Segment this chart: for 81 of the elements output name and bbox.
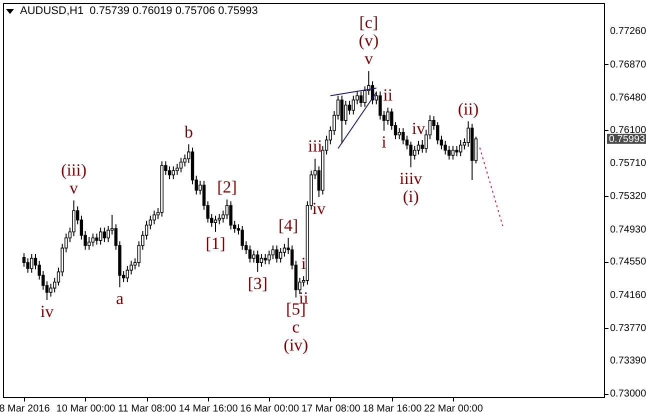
x-tick-label: 11 Mar 08:00 [118, 404, 177, 414]
x-tick-label: 18 Mar 16:00 [362, 404, 422, 414]
y-tick-label: 0.77260 [610, 26, 646, 38]
candlestick [275, 245, 278, 264]
candlestick [448, 145, 451, 160]
candlestick [256, 250, 260, 272]
x-tick-label: 8 Mar 2016 [0, 404, 50, 414]
candlestick [240, 225, 244, 250]
candlestick [264, 254, 267, 265]
candlestick [95, 233, 98, 246]
candlestick [91, 233, 95, 247]
annotation: i [382, 132, 387, 152]
x-tick-label: 22 Mar 00:00 [424, 404, 484, 414]
candlestick [88, 236, 91, 250]
candlestick [214, 215, 218, 232]
candlestick [359, 91, 363, 108]
x-tick-label: 14 Mar 16:00 [178, 404, 238, 414]
y-tick-label: 0.74550 [610, 256, 646, 268]
candlestick [126, 265, 130, 283]
candlestick [451, 145, 455, 160]
candlestick [248, 245, 252, 264]
text: 0.75993 [608, 134, 646, 145]
annotation: c [292, 317, 300, 336]
y-tick-label: 0.75710 [610, 158, 646, 169]
y-tick-label: 0.73770 [610, 323, 646, 334]
candlestick [102, 227, 106, 243]
y-tick-label: 0.76100 [610, 124, 646, 136]
candlestick [229, 200, 232, 230]
annotation: iii [308, 136, 322, 156]
annotation: iv [312, 199, 326, 218]
x-tick-label: 17 Mar 08:00 [301, 404, 361, 414]
annotation: i [301, 254, 306, 274]
annotation: [1] [206, 234, 226, 253]
y-tick-label: 0.75320 [610, 191, 646, 202]
annotation: (ii) [458, 99, 479, 118]
candlestick [282, 243, 286, 258]
annotation: ii [383, 86, 393, 105]
annotation: (v) [358, 31, 379, 50]
annotation: [3] [248, 274, 268, 293]
candlestick [252, 250, 256, 264]
candlestick [459, 140, 462, 157]
y-tick-label: 0.74160 [610, 290, 646, 301]
candlestick [413, 145, 416, 160]
annotation: (iii) [61, 160, 87, 180]
annotation: b [184, 122, 193, 142]
x-tick-label: 16 Mar 00:00 [240, 404, 300, 414]
candlestick [172, 166, 175, 180]
candlestick [398, 128, 401, 140]
chart-title: AUDUSD,H1 0.75739 0.76019 0.75706 0.75993 [20, 5, 258, 17]
candlestick [455, 145, 458, 157]
candlestick [386, 107, 390, 126]
candlestick [344, 100, 348, 126]
candlestick [179, 157, 183, 173]
annotation: v [70, 178, 79, 198]
annotation: iiiv [399, 169, 423, 188]
y-tick-label: 0.73390 [610, 355, 646, 366]
y-tick-label: 0.73000 [610, 388, 646, 400]
candlestick [268, 250, 271, 265]
annotation: (iv) [284, 335, 308, 354]
x-tick-label: 10 Mar 00:00 [56, 404, 116, 414]
annotation: [4] [278, 216, 298, 235]
annotation: a [116, 289, 124, 308]
annotation: v [364, 49, 374, 68]
candlestick [279, 248, 282, 264]
candlestick [30, 254, 34, 274]
annotation: iv [40, 302, 54, 321]
candlestick [271, 245, 275, 260]
candlestick [22, 252, 26, 268]
candlestick [99, 227, 102, 246]
y-tick-label: 0.76870 [610, 59, 646, 70]
annotation: (i) [402, 187, 419, 206]
y-tick-label: 0.76480 [610, 92, 646, 104]
annotation: iv [412, 118, 426, 138]
annotation: [c] [359, 13, 378, 32]
candlestick [416, 140, 420, 155]
y-tick-label: 0.74930 [610, 224, 646, 236]
annotation: [2] [217, 178, 237, 197]
candlestick [340, 95, 344, 144]
candlestick [352, 95, 355, 115]
candlestick [168, 166, 172, 180]
candlestick [260, 254, 264, 268]
